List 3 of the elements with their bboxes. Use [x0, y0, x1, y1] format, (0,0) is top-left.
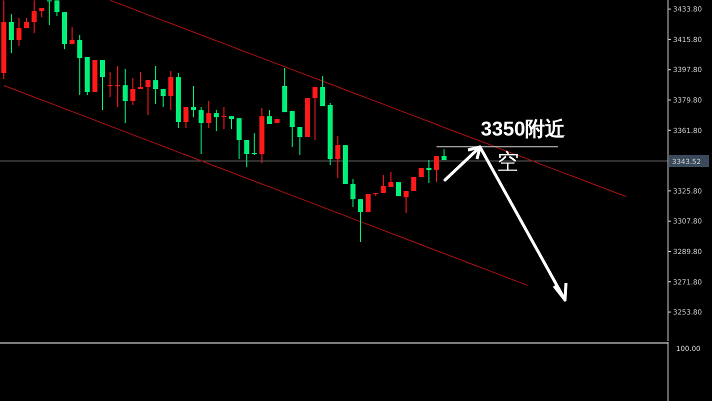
annotation: 3350附近	[480, 117, 566, 140]
line-series	[110, 0, 627, 198]
annotation: 空	[497, 148, 519, 174]
